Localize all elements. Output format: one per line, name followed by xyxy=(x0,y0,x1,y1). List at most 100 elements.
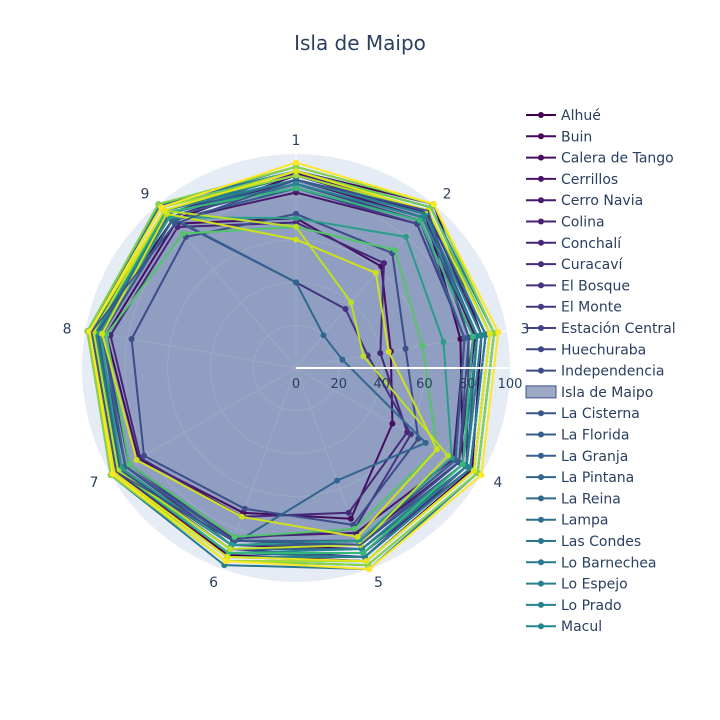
series-line xyxy=(101,187,466,542)
series-line xyxy=(88,161,500,571)
series-point xyxy=(470,333,476,340)
series-extra-9 xyxy=(86,159,502,573)
legend-label: Lo Prado xyxy=(561,598,622,614)
legend-item[interactable]: El Monte xyxy=(526,300,622,316)
series-point xyxy=(345,509,352,516)
legend-item[interactable]: Cerro Navia xyxy=(526,193,643,209)
legend-swatch-marker xyxy=(538,495,544,502)
legend-swatch-marker xyxy=(538,474,544,481)
chart-title: Isla de Maipo xyxy=(294,31,426,55)
series-line xyxy=(88,170,491,563)
radial-tick-label: 20 xyxy=(331,377,348,392)
series-point xyxy=(86,328,93,335)
series-point xyxy=(445,452,451,459)
series-line xyxy=(92,187,474,554)
legend-item[interactable]: Curacaví xyxy=(526,257,624,273)
legend-item[interactable]: La Reina xyxy=(526,491,621,507)
legend-item[interactable]: Calera de Tango xyxy=(526,151,674,167)
series-point xyxy=(363,558,370,565)
series-extra-7 xyxy=(99,210,440,540)
series-point xyxy=(293,215,299,222)
legend-label: El Monte xyxy=(561,300,622,316)
angular-label-1: 1 xyxy=(292,133,301,149)
legend-item[interactable]: Lo Barnechea xyxy=(526,555,657,571)
series-point xyxy=(231,533,238,540)
series-point xyxy=(461,335,468,342)
series-point xyxy=(227,546,234,552)
series-point xyxy=(372,269,379,276)
series-point xyxy=(351,525,358,532)
series-line xyxy=(86,165,496,567)
series-point xyxy=(430,201,437,208)
series-point xyxy=(433,446,440,453)
radial-axis: 0 20 40 60 80 100 xyxy=(292,367,523,392)
series-point xyxy=(354,533,361,540)
legend-item[interactable]: Lo Espejo xyxy=(526,577,628,593)
legend-item[interactable]: Isla de Maipo xyxy=(525,385,653,401)
legend-label: Calera de Tango xyxy=(561,151,674,167)
angular-label-6: 6 xyxy=(209,575,218,591)
legend-swatch-marker xyxy=(538,112,544,118)
series-point xyxy=(293,189,299,196)
legend-item[interactable]: Independencia xyxy=(526,364,664,380)
legend-item[interactable]: La Cisterna xyxy=(526,406,640,422)
legend-label: Estación Central xyxy=(561,321,676,337)
series-point xyxy=(293,219,299,226)
legend-item[interactable]: Lo Prado xyxy=(526,598,622,614)
legend-item[interactable]: Las Condes xyxy=(526,534,641,550)
radial-tick-label: 0 xyxy=(292,377,300,392)
series-point xyxy=(339,356,346,363)
legend-item[interactable]: La Granja xyxy=(526,449,628,465)
legend-item[interactable]: Alhué xyxy=(526,108,601,124)
series-point xyxy=(320,332,327,339)
legend-swatch-marker xyxy=(538,538,544,544)
series-point xyxy=(133,457,140,463)
series-line xyxy=(130,212,420,526)
legend-label: Isla de Maipo xyxy=(561,385,653,401)
legend-item[interactable]: Huechuraba xyxy=(526,342,646,358)
series-line xyxy=(94,214,427,546)
legend-swatch-marker xyxy=(538,154,544,161)
highlight-layer xyxy=(90,178,470,546)
series-point xyxy=(141,452,147,459)
series-point xyxy=(402,345,409,352)
series-point xyxy=(486,330,493,337)
legend-item[interactable]: Conchalí xyxy=(526,236,622,252)
legend-swatch-marker xyxy=(538,175,544,182)
legend-swatch-marker xyxy=(538,431,544,438)
series-point xyxy=(109,470,116,477)
series-point xyxy=(360,550,367,556)
legend-item[interactable]: Lampa xyxy=(526,513,608,529)
series-point xyxy=(128,336,135,342)
series-point xyxy=(348,299,354,306)
series-point xyxy=(158,204,165,211)
legend-item[interactable]: La Pintana xyxy=(526,470,634,486)
series-point xyxy=(293,279,299,286)
legend-item[interactable]: Estación Central xyxy=(526,321,676,337)
legend-label: La Granja xyxy=(561,449,628,465)
series-point xyxy=(366,566,373,573)
legend-label: Colina xyxy=(561,215,605,231)
radial-tick-label: 100 xyxy=(498,377,523,392)
series-point xyxy=(180,230,187,237)
legend-item[interactable]: Cerrillos xyxy=(526,172,618,188)
legend-item[interactable]: Macul xyxy=(526,619,602,635)
highlight-outline xyxy=(90,178,470,546)
series-point xyxy=(293,172,299,179)
legend-swatch-marker xyxy=(538,410,544,417)
legend-swatch-marker xyxy=(538,601,544,608)
legend-swatch-marker xyxy=(538,239,544,246)
legend-item[interactable]: Buin xyxy=(526,129,592,145)
legend-label: Cerrillos xyxy=(561,172,618,188)
series-point xyxy=(385,348,392,355)
legend-item[interactable]: El Bosque xyxy=(526,278,630,294)
legend-swatch-marker xyxy=(538,452,544,459)
legend-item[interactable]: Colina xyxy=(526,215,605,231)
legend-item[interactable]: La Florida xyxy=(526,428,629,444)
legend-swatch-marker xyxy=(538,580,544,587)
legend-label: Independencia xyxy=(561,364,664,380)
legend-label: La Pintana xyxy=(561,470,634,486)
legend-label: La Reina xyxy=(561,491,621,507)
